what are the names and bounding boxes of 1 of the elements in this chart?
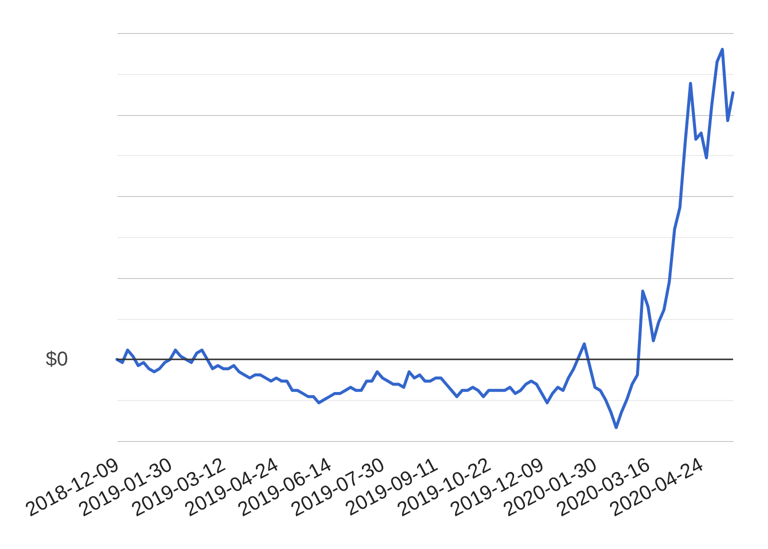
ref-line-label: $0 — [46, 348, 68, 370]
